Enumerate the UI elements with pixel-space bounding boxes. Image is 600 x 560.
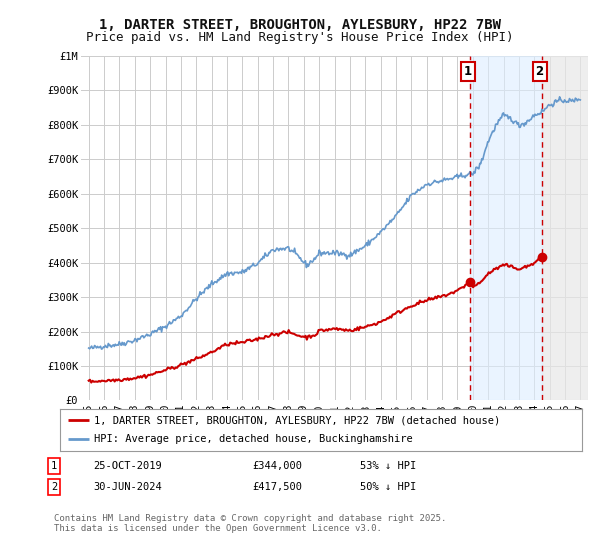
Bar [470, 56, 542, 400]
Text: £344,000: £344,000 [252, 461, 302, 471]
Text: 53% ↓ HPI: 53% ↓ HPI [360, 461, 416, 471]
Text: 2: 2 [51, 482, 57, 492]
Text: 2: 2 [536, 65, 544, 78]
Text: 25-OCT-2019: 25-OCT-2019 [93, 461, 162, 471]
Text: Contains HM Land Registry data © Crown copyright and database right 2025.
This d: Contains HM Land Registry data © Crown c… [54, 514, 446, 533]
Text: 1, DARTER STREET, BROUGHTON, AYLESBURY, HP22 7BW (detached house): 1, DARTER STREET, BROUGHTON, AYLESBURY, … [94, 415, 500, 425]
Text: 1, DARTER STREET, BROUGHTON, AYLESBURY, HP22 7BW: 1, DARTER STREET, BROUGHTON, AYLESBURY, … [99, 18, 501, 32]
Text: £417,500: £417,500 [252, 482, 302, 492]
Text: 50% ↓ HPI: 50% ↓ HPI [360, 482, 416, 492]
Text: 30-JUN-2024: 30-JUN-2024 [93, 482, 162, 492]
Text: 1: 1 [464, 65, 472, 78]
Text: Price paid vs. HM Land Registry's House Price Index (HPI): Price paid vs. HM Land Registry's House … [86, 31, 514, 44]
Text: 1: 1 [51, 461, 57, 471]
Bar [542, 56, 588, 400]
Text: HPI: Average price, detached house, Buckinghamshire: HPI: Average price, detached house, Buck… [94, 435, 413, 445]
